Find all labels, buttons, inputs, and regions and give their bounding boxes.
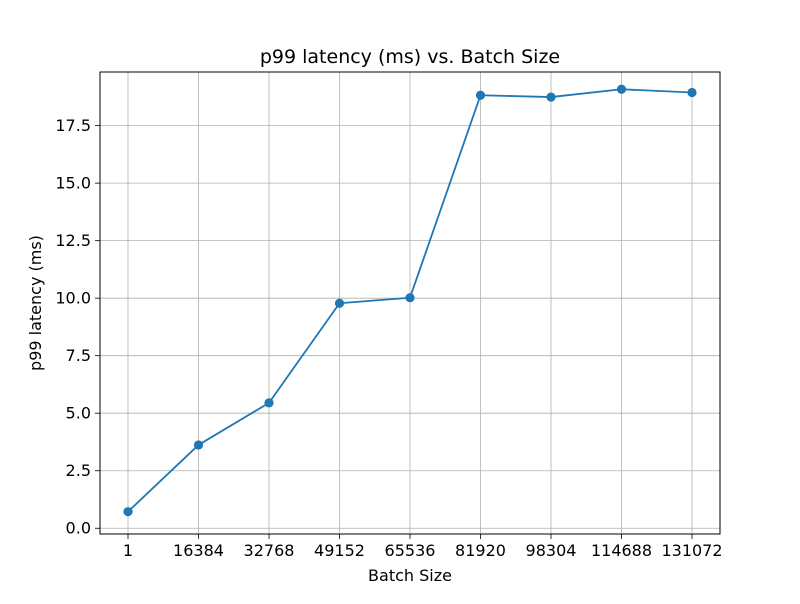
data-point [193, 440, 204, 450]
y-tick-label: 0.0 [66, 519, 91, 538]
y-tick-label: 5.0 [66, 404, 91, 423]
y-tick-label: 10.0 [55, 289, 91, 308]
y-axis-label: p99 latency (ms) [26, 235, 45, 371]
y-tick-label: 15.0 [55, 174, 91, 193]
y-tick-label: 2.5 [66, 461, 91, 480]
chart-title: p99 latency (ms) vs. Batch Size [260, 46, 560, 68]
x-tick-label: 16384 [173, 541, 224, 560]
x-tick-label: 1 [123, 541, 133, 560]
data-point [334, 298, 345, 308]
x-tick-label: 32768 [244, 541, 295, 560]
data-point [687, 87, 697, 98]
y-tick-label: 17.5 [55, 116, 91, 135]
data-point [546, 92, 556, 102]
series-group [123, 84, 697, 517]
x-tick-label: 81920 [455, 541, 506, 560]
data-point [405, 293, 415, 303]
y-tick-label: 7.5 [66, 346, 91, 365]
y-axis-ticks: 0.0 2.5 5.0 7.5 10.0 12.5 15.0 17.5 [55, 116, 100, 538]
x-axis-ticks: 1 16384 32768 49152 65536 81920 98304 114688 131… [123, 534, 723, 560]
x-tick-label: 114688 [591, 541, 652, 560]
x-tick-label: 98304 [526, 541, 577, 560]
x-tick-label: 65536 [385, 541, 436, 560]
y-tick-label: 12.5 [55, 231, 91, 250]
x-axis-label: Batch Size [368, 566, 452, 585]
data-point [616, 84, 627, 94]
data-point [475, 90, 486, 100]
grid-lines [100, 72, 720, 534]
data-point [123, 507, 133, 517]
x-tick-label: 49152 [314, 541, 365, 560]
x-tick-label: 131072 [661, 541, 722, 560]
data-point [264, 398, 274, 408]
